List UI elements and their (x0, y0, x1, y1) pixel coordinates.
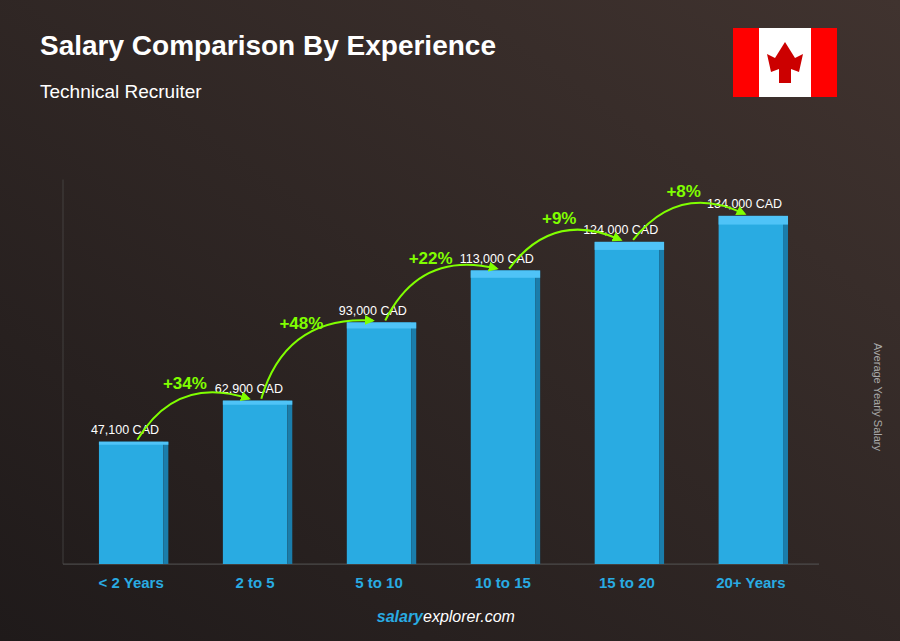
growth-arrow (509, 230, 621, 269)
flag-leaf (767, 42, 803, 83)
growth-arrows (137, 203, 744, 440)
bar-top (471, 270, 540, 277)
bar-side (287, 401, 292, 564)
bar-side (411, 322, 416, 564)
x-tick-label: 10 to 15 (475, 574, 531, 591)
x-tick-label: 5 to 10 (355, 574, 403, 591)
flag-background (733, 28, 837, 97)
bar-top (223, 401, 292, 405)
growth-label: +22% (409, 249, 453, 268)
bar-side (163, 442, 168, 564)
bar-top (99, 442, 168, 445)
flag-stripe (811, 28, 837, 97)
x-tick-label: 2 to 5 (236, 574, 275, 591)
x-tick-label: 20+ Years (716, 574, 785, 591)
bar (471, 270, 535, 564)
chart: Salary Comparison By Experience Technical… (0, 0, 900, 641)
x-axis-line (63, 564, 819, 565)
bar-side (659, 242, 664, 564)
growth-label: +34% (163, 374, 207, 393)
title: Salary Comparison By Experience (40, 30, 496, 61)
background (0, 0, 900, 641)
subtitle: Technical Recruiter (40, 81, 202, 102)
growth-arrow (137, 392, 249, 440)
watermark: explorer.com (423, 608, 515, 625)
bar (347, 322, 411, 564)
x-tick-label: < 2 Years (99, 574, 164, 591)
growth-arrow (385, 265, 497, 321)
y-axis-label: Average Yearly Salary (872, 343, 884, 452)
bar (595, 242, 659, 564)
bar-side (535, 270, 540, 564)
bar-top (347, 322, 416, 328)
watermark: salary (377, 608, 424, 625)
y-axis-line (63, 180, 64, 565)
growth-arrow (633, 203, 745, 240)
bar-side (783, 216, 788, 564)
bars (99, 216, 788, 564)
bar-top (595, 242, 664, 250)
x-tick-label: 15 to 20 (599, 574, 655, 591)
bar (719, 216, 783, 564)
growth-label: +9% (542, 209, 577, 228)
flag-stripe (733, 28, 759, 97)
bar (99, 442, 163, 564)
growth-label: +8% (666, 182, 701, 201)
bar (223, 401, 287, 564)
data-label: 93,000 CAD (339, 304, 407, 318)
growth-label: +48% (279, 314, 323, 333)
bar-top (719, 216, 788, 225)
